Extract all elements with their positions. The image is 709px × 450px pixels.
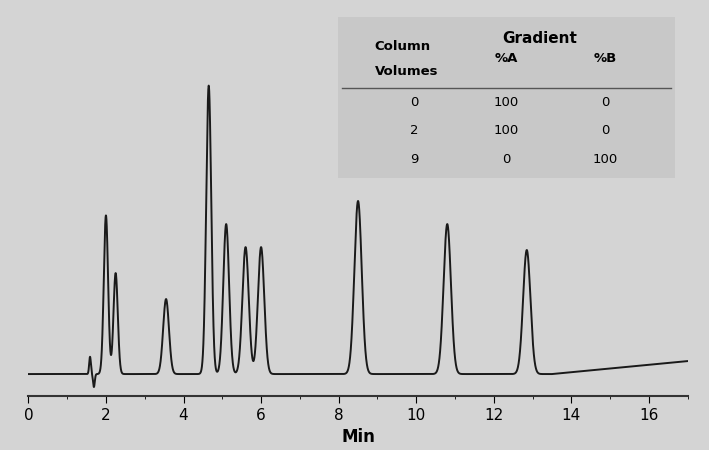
Text: 0: 0	[601, 125, 610, 137]
Text: Gradient: Gradient	[503, 31, 577, 46]
Text: 100: 100	[593, 153, 618, 166]
Text: 100: 100	[493, 96, 519, 109]
Bar	[338, 18, 674, 178]
Text: 2: 2	[410, 125, 418, 137]
Text: %B: %B	[593, 52, 617, 65]
Text: 0: 0	[502, 153, 510, 166]
Text: 0: 0	[601, 96, 610, 109]
Text: Volumes: Volumes	[374, 65, 438, 78]
Text: 0: 0	[410, 96, 418, 109]
Text: 100: 100	[493, 125, 519, 137]
Text: 9: 9	[410, 153, 418, 166]
Text: %A: %A	[495, 52, 518, 65]
X-axis label: Min: Min	[341, 428, 375, 446]
Text: Column: Column	[374, 40, 430, 53]
